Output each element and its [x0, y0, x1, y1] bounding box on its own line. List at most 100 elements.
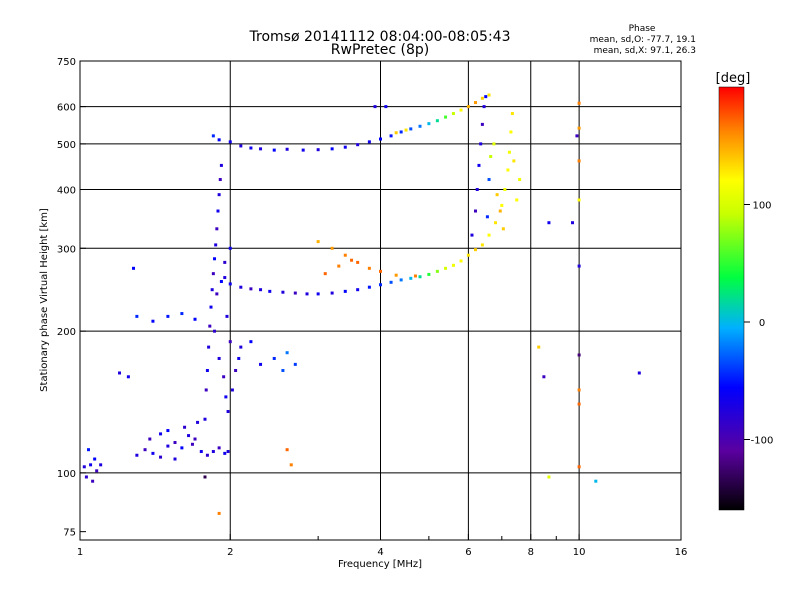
data-point [228, 246, 232, 250]
data-point [451, 112, 455, 116]
data-point [95, 469, 99, 473]
data-point [512, 159, 516, 163]
data-point [132, 266, 136, 270]
data-point [487, 93, 491, 97]
data-point [506, 168, 510, 172]
data-point [223, 260, 227, 264]
data-point [228, 140, 232, 144]
data-point [337, 264, 341, 268]
data-point [492, 142, 496, 146]
data-point [249, 146, 253, 150]
data-point [343, 253, 347, 257]
data-point [330, 246, 334, 250]
data-point [394, 273, 398, 277]
data-point [166, 444, 170, 448]
chart-subtitle: RwPretec (8p) [331, 42, 429, 58]
data-point [418, 275, 422, 279]
data-point [330, 291, 334, 295]
data-point [89, 463, 93, 467]
data-point [259, 288, 263, 292]
data-point [249, 287, 253, 291]
data-point [82, 465, 86, 469]
data-point [427, 272, 431, 276]
data-point [637, 371, 641, 375]
data-point [459, 108, 463, 112]
data-point [217, 511, 221, 515]
data-point [237, 356, 241, 360]
data-point [196, 420, 200, 424]
data-point [285, 448, 289, 452]
data-point [217, 193, 221, 197]
data-point [180, 446, 184, 450]
data-point [234, 368, 238, 372]
data-point [166, 314, 170, 318]
colorbar: [deg] 100 0 -100 [716, 71, 773, 511]
data-point [480, 243, 484, 247]
data-point [214, 243, 218, 247]
data-point [475, 187, 479, 191]
data-point [350, 258, 354, 262]
data-point [187, 434, 191, 438]
data-point [173, 441, 177, 445]
data-point [571, 221, 575, 225]
data-point [575, 134, 579, 138]
data-point [249, 340, 253, 344]
y-axis-ticks: 75 100 200 300 400 500 600 750 [57, 57, 86, 539]
data-point [399, 130, 403, 134]
data-point [215, 292, 219, 296]
x-tick-label: 2 [227, 547, 233, 558]
data-point [180, 312, 184, 316]
data-point [577, 353, 581, 357]
y-tick-label: 100 [57, 469, 76, 480]
data-point [379, 283, 382, 287]
data-point [537, 345, 541, 349]
data-point [435, 269, 439, 273]
y-tick-label: 400 [57, 185, 76, 196]
data-point [226, 410, 230, 414]
data-point [316, 148, 320, 152]
data-point [470, 233, 474, 237]
y-tick-label: 200 [57, 327, 76, 338]
data-point [84, 475, 88, 479]
data-point [190, 442, 194, 446]
data-point [259, 362, 263, 366]
y-tick-label: 75 [63, 528, 76, 539]
data-point [289, 463, 293, 467]
data-point [285, 147, 289, 151]
data-point [216, 209, 220, 213]
data-point [209, 305, 213, 309]
data-point [367, 285, 371, 289]
data-point [444, 266, 448, 270]
data-point [427, 122, 431, 126]
data-points [82, 93, 641, 515]
data-point [577, 264, 581, 268]
data-point [305, 292, 309, 296]
data-point [230, 388, 234, 392]
data-point [510, 112, 514, 116]
x-tick-label: 6 [465, 547, 471, 558]
data-point [473, 209, 477, 213]
colorbar-unit-label: [deg] [716, 71, 751, 86]
data-point [183, 425, 187, 429]
stats-o-line: mean, sd,O: -77.7, 19.1 [590, 35, 696, 45]
data-point [193, 437, 197, 441]
data-point [126, 375, 130, 379]
data-point [204, 388, 208, 392]
data-point [281, 290, 285, 294]
data-point [222, 375, 226, 379]
data-point [542, 375, 546, 379]
data-point [210, 288, 214, 292]
data-point [479, 142, 483, 146]
data-point [487, 233, 491, 237]
data-point [480, 96, 484, 100]
data-point [343, 145, 347, 149]
y-tick-label: 600 [57, 103, 76, 114]
data-point [215, 227, 219, 231]
y-tick-label: 300 [57, 244, 76, 255]
data-point [577, 465, 581, 469]
grid-lines [80, 61, 681, 540]
data-point [489, 155, 493, 159]
data-point [484, 95, 488, 99]
data-point [205, 453, 209, 457]
data-point [93, 457, 97, 461]
